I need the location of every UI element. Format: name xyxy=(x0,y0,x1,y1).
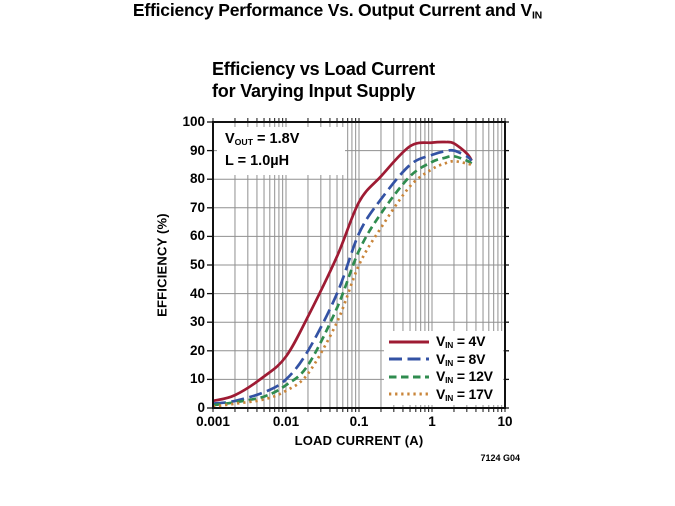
plot-border xyxy=(212,121,506,409)
y-tick-label: 80 xyxy=(189,171,205,187)
legend-label: VIN = 17V xyxy=(436,385,493,403)
legend-swatch-line xyxy=(389,392,429,396)
y-axis-label: EFFICIENCY (%) xyxy=(154,213,170,317)
x-tick-label: 0.1 xyxy=(349,414,369,429)
y-tick-label: 50 xyxy=(189,257,205,272)
legend-swatch-line xyxy=(389,375,429,379)
page-title: Efficiency Performance Vs. Output Curren… xyxy=(0,0,675,22)
legend-row: VIN = 8V xyxy=(389,351,503,368)
curve-vin-17v xyxy=(212,159,473,408)
y-tick-label: 70 xyxy=(189,199,205,215)
curve-vin-12v xyxy=(212,154,473,407)
y-tick-label: 40 xyxy=(189,285,205,301)
y-tick-label: 90 xyxy=(189,142,205,158)
y-tick-label: 30 xyxy=(189,314,205,330)
legend-row: VIN = 17V xyxy=(389,386,503,403)
legend-label: VIN = 4V xyxy=(436,333,486,351)
page-title-subscript: IN xyxy=(531,9,543,22)
y-tick-label: 10 xyxy=(189,371,205,387)
chart-footnote: 7124 G04 xyxy=(480,453,520,463)
legend-row: VIN = 12V xyxy=(389,368,503,385)
chart-legend: VIN = 4V VIN = 8V VIN = 12V VIN = 17V xyxy=(384,331,503,405)
x-axis-label: LOAD CURRENT (A) xyxy=(294,433,424,448)
y-tick-label: 100 xyxy=(182,114,205,129)
chart-title-line2: for Varying Input Supply xyxy=(212,81,416,101)
annotation-line1: VOUT = 1.8V xyxy=(225,131,300,148)
chart-title-line1: Efficiency vs Load Current xyxy=(212,59,435,79)
efficiency-chart-plot xyxy=(207,118,509,412)
page-title-text: Efficiency Performance Vs. Output Curren… xyxy=(132,0,532,20)
legend-label: VIN = 12V xyxy=(436,368,493,386)
y-tick-label: 20 xyxy=(189,342,205,358)
legend-swatch-line xyxy=(389,357,429,361)
legend-row: VIN = 4V xyxy=(389,333,503,350)
chart-annotation: VOUT = 1.8V L = 1.0µH xyxy=(217,127,345,176)
x-tick-label: 10 xyxy=(497,414,513,429)
legend-swatch-line xyxy=(389,340,429,344)
curve-vin-4v xyxy=(212,140,473,403)
y-tick-label: 0 xyxy=(197,400,205,415)
chart-title: Efficiency vs Load Current for Varying I… xyxy=(212,58,435,102)
vout-subscript: OUT xyxy=(234,137,254,148)
x-tick-label: 0.01 xyxy=(272,414,300,429)
x-tick-label: 1 xyxy=(428,414,436,429)
x-tick-label: 0.001 xyxy=(196,414,230,429)
y-tick-label: 60 xyxy=(189,228,205,244)
annotation-line2: L = 1.0µH xyxy=(225,153,290,170)
curve-vin-8v xyxy=(212,148,473,406)
legend-label: VIN = 8V xyxy=(436,350,486,368)
